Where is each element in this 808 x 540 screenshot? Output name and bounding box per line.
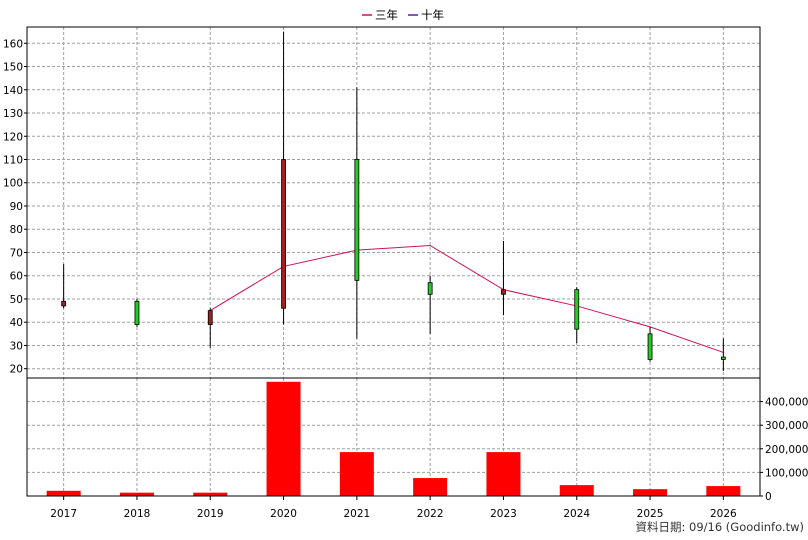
- x-tick-label: 2020: [270, 508, 297, 520]
- x-tick-label: 2021: [343, 508, 370, 520]
- price-tick-label: 40: [10, 317, 23, 329]
- price-tick-label: 90: [10, 201, 23, 213]
- price-grid: [27, 27, 760, 378]
- price-tick-label: 160: [3, 38, 23, 50]
- volume-plot-frame: [26, 377, 761, 497]
- price-tick-label: 100: [3, 178, 23, 190]
- x-tick-label: 2026: [710, 508, 737, 520]
- price-tick-label: 150: [3, 62, 23, 74]
- x-tick-label: 2024: [563, 508, 590, 520]
- candle-body-2024: [574, 289, 580, 330]
- volume-tick-label: 0: [765, 491, 772, 503]
- plot-frames: [26, 26, 761, 497]
- x-tick-label: 2017: [50, 508, 77, 520]
- x-tick-label: 2022: [417, 508, 444, 520]
- volume-tick-label: 300,000: [765, 420, 808, 432]
- volume-grid: [27, 378, 760, 496]
- volume-bar-2026: [706, 486, 741, 496]
- candlestick-series: [61, 31, 726, 372]
- source-note: 資料日期: 09/16 (Goodinfo.tw): [635, 520, 804, 534]
- price-tick-label: 50: [10, 294, 23, 306]
- candle-body-2025: [647, 333, 653, 360]
- candle-body-2020: [281, 159, 286, 309]
- candle-body-2017: [61, 300, 67, 307]
- volume-bar-2022: [413, 478, 448, 496]
- candle-body-2022: [427, 282, 433, 295]
- volume-bar-2020: [266, 381, 301, 496]
- price-tick-label: 30: [10, 340, 23, 352]
- price-tick-label: 80: [10, 224, 23, 236]
- x-axis-ticks: 2017 2018 2019 2020 2021 2022 2023 2024 2025 2026: [50, 496, 737, 520]
- volume-bar-2019: [193, 492, 228, 496]
- volume-tick-label: 200,000: [765, 444, 808, 456]
- moving-average-series: [209, 244, 724, 353]
- candle-body-2023: [501, 289, 506, 295]
- price-tick-label: 130: [3, 108, 23, 120]
- volume-series: [46, 381, 741, 496]
- price-tick-label: 60: [10, 271, 23, 283]
- ma-line: [209, 244, 724, 353]
- volume-bar-2018: [119, 492, 154, 496]
- price-tick-label: 110: [3, 154, 23, 166]
- volume-tick-label: 100,000: [765, 467, 808, 479]
- price-tick-label: 120: [3, 131, 23, 143]
- candle-body-2018: [134, 300, 140, 325]
- x-tick-label: 2018: [124, 508, 151, 520]
- x-tick-label: 2023: [490, 508, 517, 520]
- price-tick-label: 20: [10, 364, 23, 376]
- volume-axis-ticks: 0 100,000 200,000 300,000 400,000: [760, 397, 808, 503]
- volume-bar-2023: [486, 452, 521, 496]
- price-tick-label: 140: [3, 85, 23, 97]
- volume-bar-2024: [559, 485, 594, 496]
- volume-bar-2017: [46, 490, 81, 496]
- candle-body-2026: [720, 356, 726, 360]
- x-tick-label: 2019: [197, 508, 224, 520]
- volume-bar-2021: [339, 452, 374, 496]
- candle-body-2021: [354, 159, 360, 281]
- price-tick-label: 70: [10, 247, 23, 259]
- legend-label-1: 十年: [421, 8, 444, 22]
- volume-tick-label: 400,000: [765, 397, 808, 409]
- volume-bar-2025: [633, 489, 668, 496]
- legend-label-0: 三年: [375, 8, 398, 22]
- x-tick-label: 2025: [637, 508, 664, 520]
- legend: 三年 十年: [362, 8, 444, 22]
- candle-body-2019: [207, 310, 213, 325]
- price-axis-ticks: 20 30 40 50 60 70 80 90 100 110 120 130 140 150 160: [3, 38, 27, 376]
